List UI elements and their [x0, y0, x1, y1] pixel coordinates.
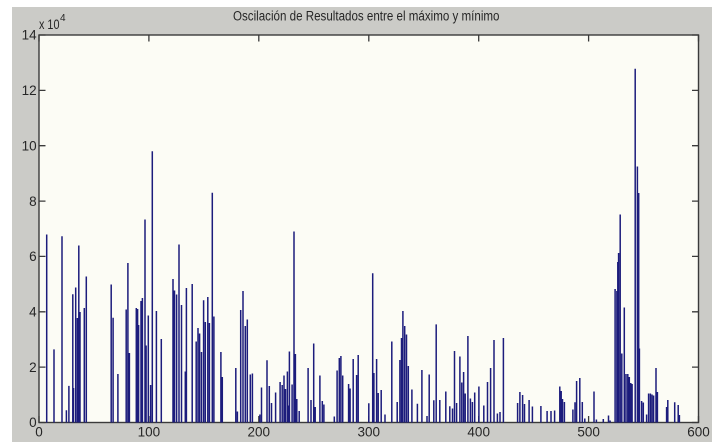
svg-text:0: 0	[35, 425, 43, 440]
svg-text:100: 100	[138, 425, 161, 440]
svg-text:10: 10	[22, 138, 37, 153]
svg-text:500: 500	[577, 425, 600, 440]
svg-text:4: 4	[29, 305, 37, 320]
svg-text:12: 12	[22, 83, 37, 98]
svg-text:0: 0	[29, 415, 37, 430]
svg-text:400: 400	[467, 425, 490, 440]
svg-text:200: 200	[248, 425, 271, 440]
svg-text:2: 2	[29, 360, 37, 375]
svg-text:8: 8	[29, 194, 37, 209]
svg-text:x 10: x 10	[39, 17, 60, 32]
svg-text:300: 300	[358, 425, 381, 440]
svg-text:14: 14	[22, 28, 38, 43]
svg-text:Oscilación de Resultados entre: Oscilación de Resultados entre el máximo…	[233, 8, 500, 23]
svg-text:600: 600	[687, 425, 710, 440]
svg-text:6: 6	[29, 249, 37, 264]
svg-text:4: 4	[60, 13, 66, 24]
